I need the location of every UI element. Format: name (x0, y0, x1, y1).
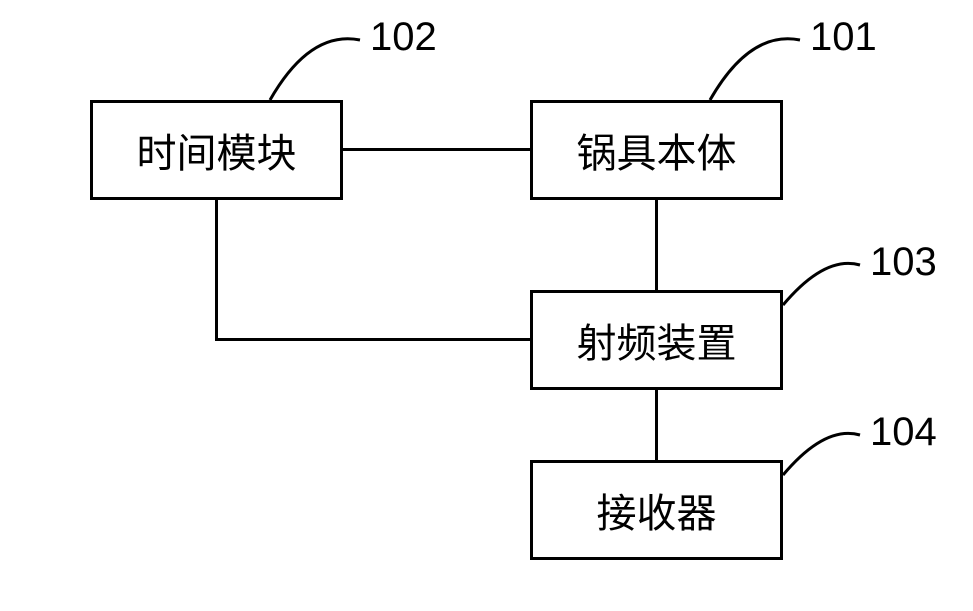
ref-label-104: 104 (870, 410, 937, 455)
leader-104 (0, 0, 973, 611)
diagram-canvas: 时间模块 锅具本体 射频装置 接收器 102 101 103 104 (0, 0, 973, 611)
